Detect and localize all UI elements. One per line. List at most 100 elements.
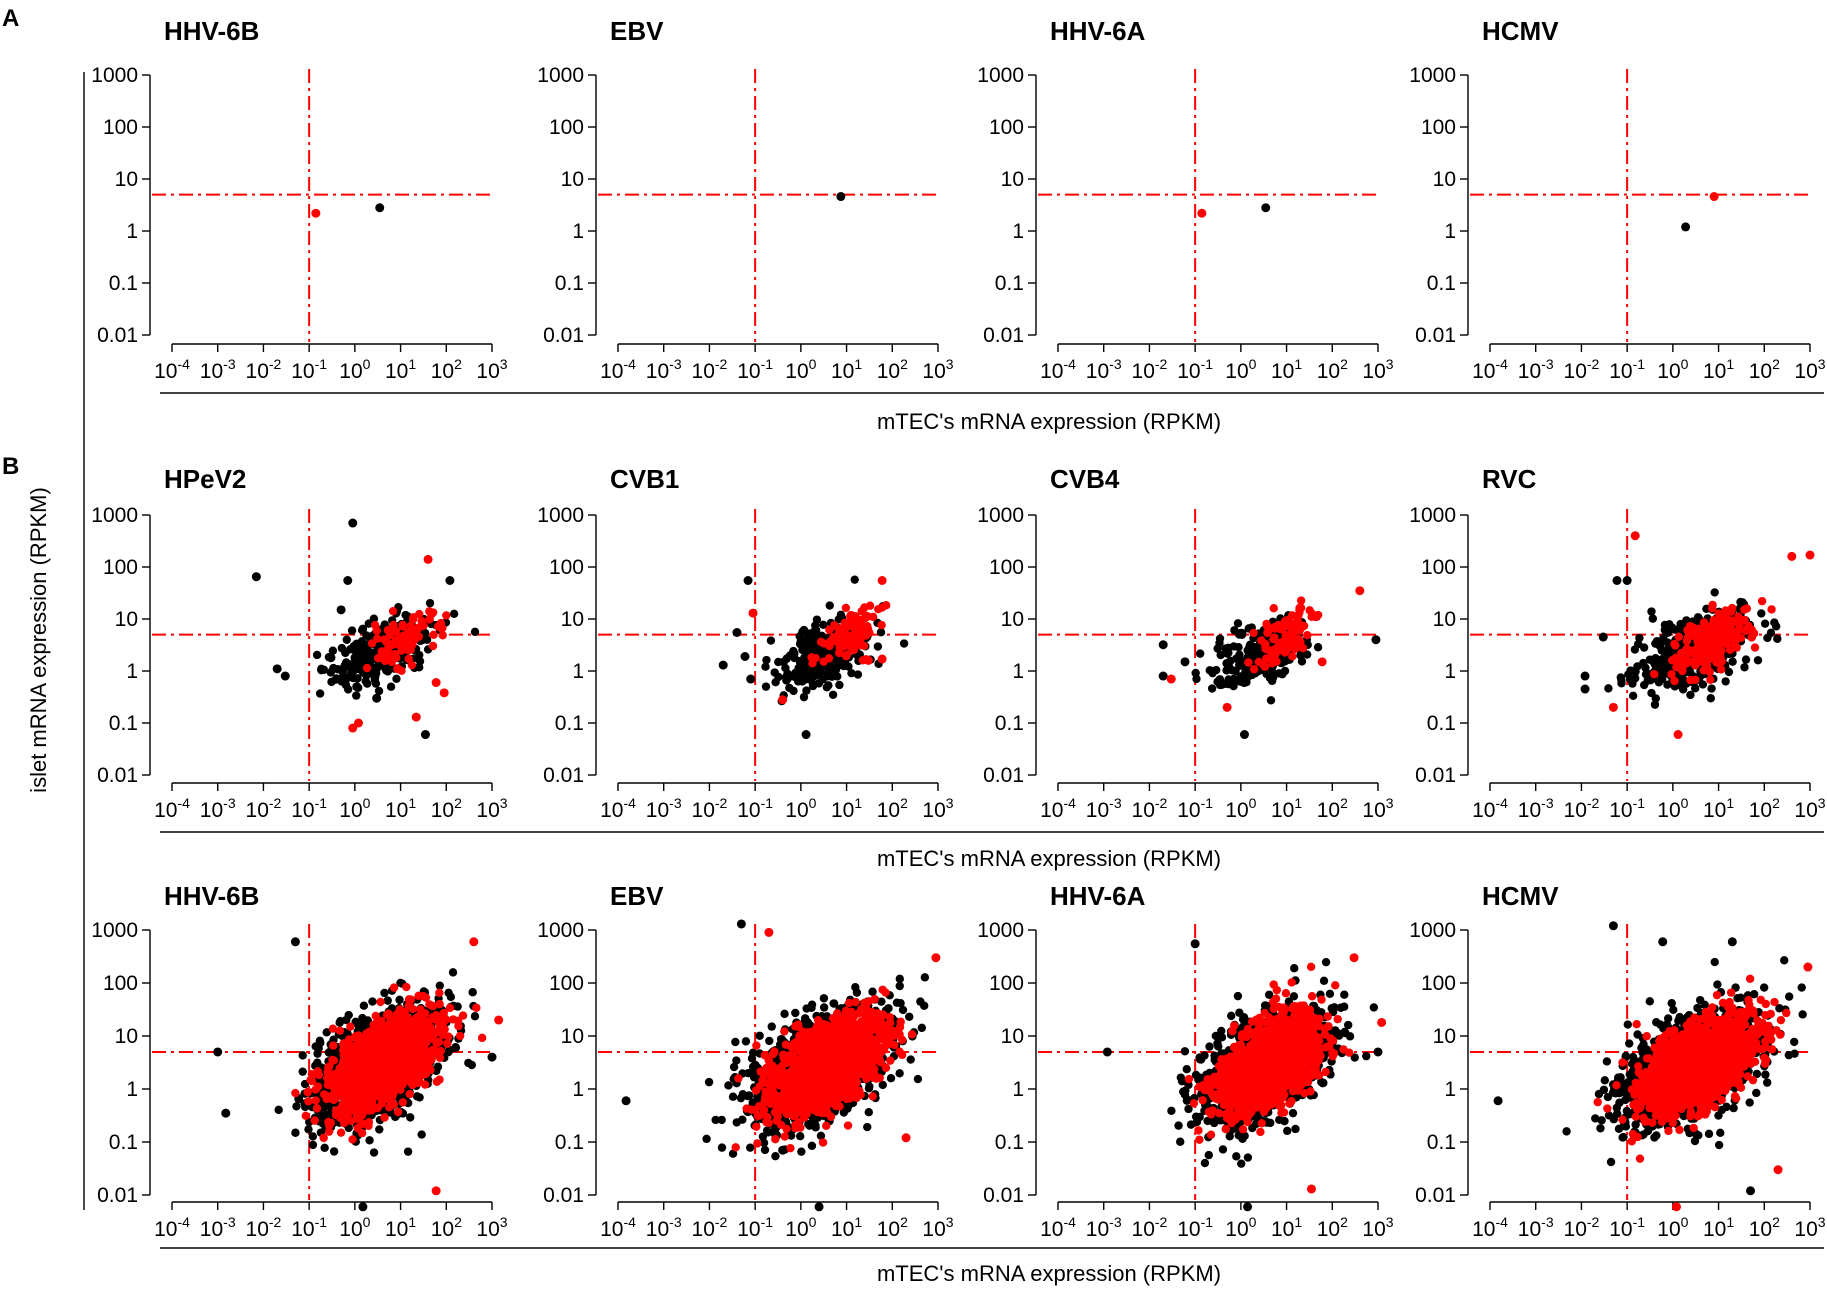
data-point [803,629,813,638]
data-point [1223,649,1232,658]
data-point [1229,681,1238,691]
y-tick-label: 1000 [537,919,584,942]
data-point [412,1092,422,1101]
data-point [348,518,358,528]
data-point [1284,633,1294,642]
y-tick-label: 1000 [1409,504,1456,527]
data-point [337,1088,347,1097]
data-point [291,1128,300,1137]
data-point [352,691,361,700]
data-point [362,663,372,673]
data-point [1747,633,1756,642]
series-red [311,208,321,218]
series-red [1197,208,1207,218]
data-point [376,1067,385,1076]
data-point [435,988,444,998]
data-point [740,652,750,662]
data-point [358,1036,368,1046]
data-point [394,1028,403,1038]
data-point [746,674,756,684]
series-black [718,576,811,740]
data-point [425,598,435,608]
data-point [1681,646,1690,656]
data-point [1195,649,1205,658]
data-point [1712,658,1721,667]
data-point [780,1009,789,1019]
x-tick-label: 10-3 [200,356,236,383]
data-point [796,1131,805,1141]
x-tick-label: 101 [831,356,862,383]
data-point [1226,656,1235,666]
data-point [847,619,857,628]
y-tick-label: 1 [1444,220,1456,243]
data-point [1215,634,1225,643]
data-point [1580,671,1590,681]
data-point [494,1015,504,1025]
data-point [1639,643,1649,652]
data-point [851,612,860,621]
y-tick-label: 10 [1001,608,1024,631]
data-point [1231,666,1240,676]
data-point [841,603,851,613]
y-tick-label: 10 [115,608,138,631]
data-point [412,1014,422,1024]
data-point [1280,648,1290,657]
data-point [393,637,402,646]
data-point [864,1084,874,1093]
data-point [1158,640,1168,650]
x-tick-label: 103 [922,356,953,383]
y-tick-label: 0.1 [555,1131,584,1154]
data-point [851,631,861,640]
data-point [445,576,455,586]
data-point [1258,660,1268,669]
data-point [385,641,395,651]
data-point [1741,625,1750,635]
x-tick-label: 101 [1703,356,1734,383]
data-point [439,688,449,698]
data-point [420,1009,430,1018]
data-point [334,1105,343,1115]
data-point [1617,679,1626,688]
data-point [386,1080,396,1089]
data-point [877,620,886,630]
data-point [316,1038,325,1048]
y-tick-label: 0.01 [543,1184,584,1207]
x-tick-label: 103 [1794,356,1825,383]
data-point [1286,640,1295,649]
data-point [416,1045,425,1054]
data-point [393,1060,402,1069]
data-point [339,1051,348,1060]
data-point [1269,604,1278,613]
data-point [363,1065,372,1075]
data-point [913,1074,923,1084]
data-point [1305,606,1314,615]
data-point [1750,643,1760,652]
data-point [1757,609,1766,618]
series-red [1709,192,1719,202]
data-point [372,626,381,635]
data-point [328,1041,338,1050]
x-tick-label: 100 [1657,795,1688,822]
x-tick-label: 10-4 [154,356,190,383]
data-point [419,621,428,630]
x-tick-label: 100 [339,795,370,822]
data-point [1355,586,1365,596]
plot-title: RVC [1482,464,1537,494]
x-tick-label: 101 [1271,795,1302,822]
data-point [1773,634,1782,643]
data-point [346,1022,355,1031]
data-point [394,1020,404,1029]
x-tick-label: 10-1 [737,356,773,383]
data-point [1725,645,1735,655]
data-point [344,1106,354,1115]
data-point [808,642,817,651]
data-point [374,661,383,670]
y-tick-label: 0.01 [543,764,584,787]
data-point [1719,627,1729,637]
y-tick-label: 1 [572,660,584,683]
y-tick-label: 1000 [977,504,1024,527]
data-point [1639,680,1649,690]
data-point [839,661,848,671]
